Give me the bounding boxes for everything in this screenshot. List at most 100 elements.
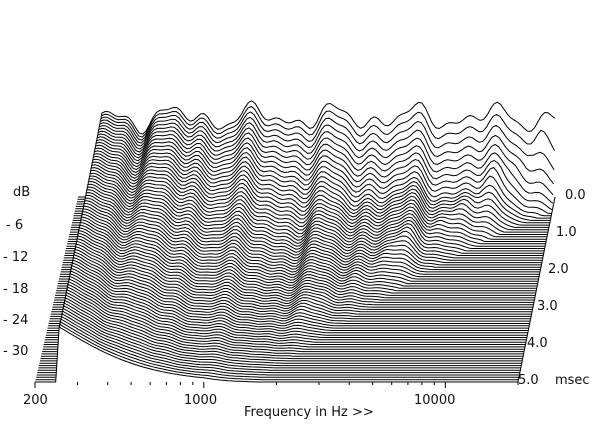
slice-line — [58, 211, 539, 282]
slice-line — [47, 267, 529, 331]
slice-line — [73, 136, 551, 219]
slice-line — [50, 248, 532, 315]
slice-line — [55, 227, 536, 296]
slice-line — [44, 278, 527, 341]
slice-line — [54, 232, 535, 301]
slice-line — [45, 275, 527, 338]
slice-line — [62, 192, 542, 266]
slice-line — [56, 221, 537, 292]
x-axis-ticks — [34, 382, 519, 388]
slice-line — [45, 272, 528, 336]
z-tick-5: 5.0 — [518, 373, 539, 388]
slice-fill — [42, 289, 525, 350]
slice-line — [37, 315, 520, 374]
slice-fill — [41, 297, 524, 357]
slice-line — [42, 291, 525, 353]
slice-line — [43, 283, 526, 345]
slice-line — [75, 125, 554, 210]
z-tick-2: 2.0 — [548, 262, 569, 277]
slice-line — [41, 294, 524, 355]
slice-line — [63, 183, 543, 259]
slice-line — [50, 251, 532, 317]
slice-line — [74, 127, 553, 212]
slice-line — [67, 167, 546, 245]
waterfall-slices — [35, 100, 556, 383]
slice-line — [40, 299, 523, 360]
slice-line — [72, 141, 550, 224]
slice-line — [51, 243, 533, 310]
slice-line — [71, 144, 550, 226]
slice-fill — [42, 292, 525, 352]
slice-line — [68, 161, 547, 240]
slice-line — [53, 235, 534, 303]
slice-line — [76, 116, 554, 205]
slice-line — [47, 264, 529, 329]
x-axis-label: Frequency in Hz >> — [244, 405, 374, 420]
slice-line — [52, 240, 533, 308]
z-axis-label: msec — [555, 373, 590, 388]
slice-fill — [41, 295, 524, 354]
slice-line — [74, 130, 552, 214]
slice-line — [51, 246, 533, 313]
slice-line — [73, 133, 552, 217]
slice-line — [36, 318, 520, 376]
slice-line — [70, 147, 549, 228]
x-tick-1000: 1000 — [184, 393, 218, 408]
slice-line — [48, 262, 530, 327]
slice-line — [58, 208, 539, 280]
y-tick-30: - 30 — [3, 344, 29, 359]
slice-fill — [35, 327, 518, 382]
slice-line — [60, 202, 540, 275]
slice-line — [75, 122, 554, 207]
y-tick-6: - 6 — [6, 218, 24, 233]
slice-line — [53, 238, 534, 306]
slice-line — [39, 302, 523, 362]
slice-line — [44, 280, 526, 343]
slice-line — [63, 186, 543, 261]
slice-line — [39, 305, 522, 364]
slice-line — [69, 155, 548, 235]
slice-line — [42, 289, 525, 350]
slice-line — [54, 230, 535, 299]
slice-line — [78, 100, 556, 198]
slice-line — [43, 286, 525, 348]
slice-line — [62, 189, 542, 264]
slice-fill — [43, 287, 525, 347]
slice-line — [41, 297, 524, 357]
slice-line — [57, 216, 538, 287]
slice-line — [38, 307, 522, 367]
slice-line — [67, 164, 547, 242]
slice-line — [61, 194, 541, 268]
slice-line — [76, 111, 555, 203]
slice-line — [64, 180, 544, 256]
slice-line — [46, 270, 528, 334]
slice-line — [38, 310, 521, 369]
slice-line — [36, 320, 519, 378]
y-axis-label: dB — [13, 185, 31, 200]
slice-line — [59, 205, 540, 278]
slice-line — [69, 153, 548, 233]
slice-fill — [40, 300, 523, 359]
x-tick-200: 200 — [23, 393, 48, 408]
z-tick-3: 3.0 — [537, 299, 558, 314]
z-axis-line — [517, 196, 556, 383]
slice-line — [55, 224, 536, 294]
slice-line — [70, 150, 549, 231]
z-tick-1: 1.0 — [556, 225, 577, 240]
slice-line — [66, 169, 546, 247]
slice-line — [65, 175, 545, 252]
slice-line — [49, 254, 531, 320]
slice-line — [35, 323, 519, 381]
slice-line — [61, 197, 541, 271]
slice-line — [77, 105, 555, 200]
y-tick-18: - 18 — [3, 282, 29, 297]
slice-line — [56, 219, 537, 289]
slice-line — [64, 178, 544, 254]
slice-line — [72, 139, 551, 221]
z-tick-4: 4.0 — [527, 336, 548, 351]
z-tick-0: 0.0 — [565, 188, 586, 203]
slice-line — [37, 312, 521, 371]
slice-line — [49, 256, 531, 322]
y-tick-24: - 24 — [3, 313, 29, 328]
